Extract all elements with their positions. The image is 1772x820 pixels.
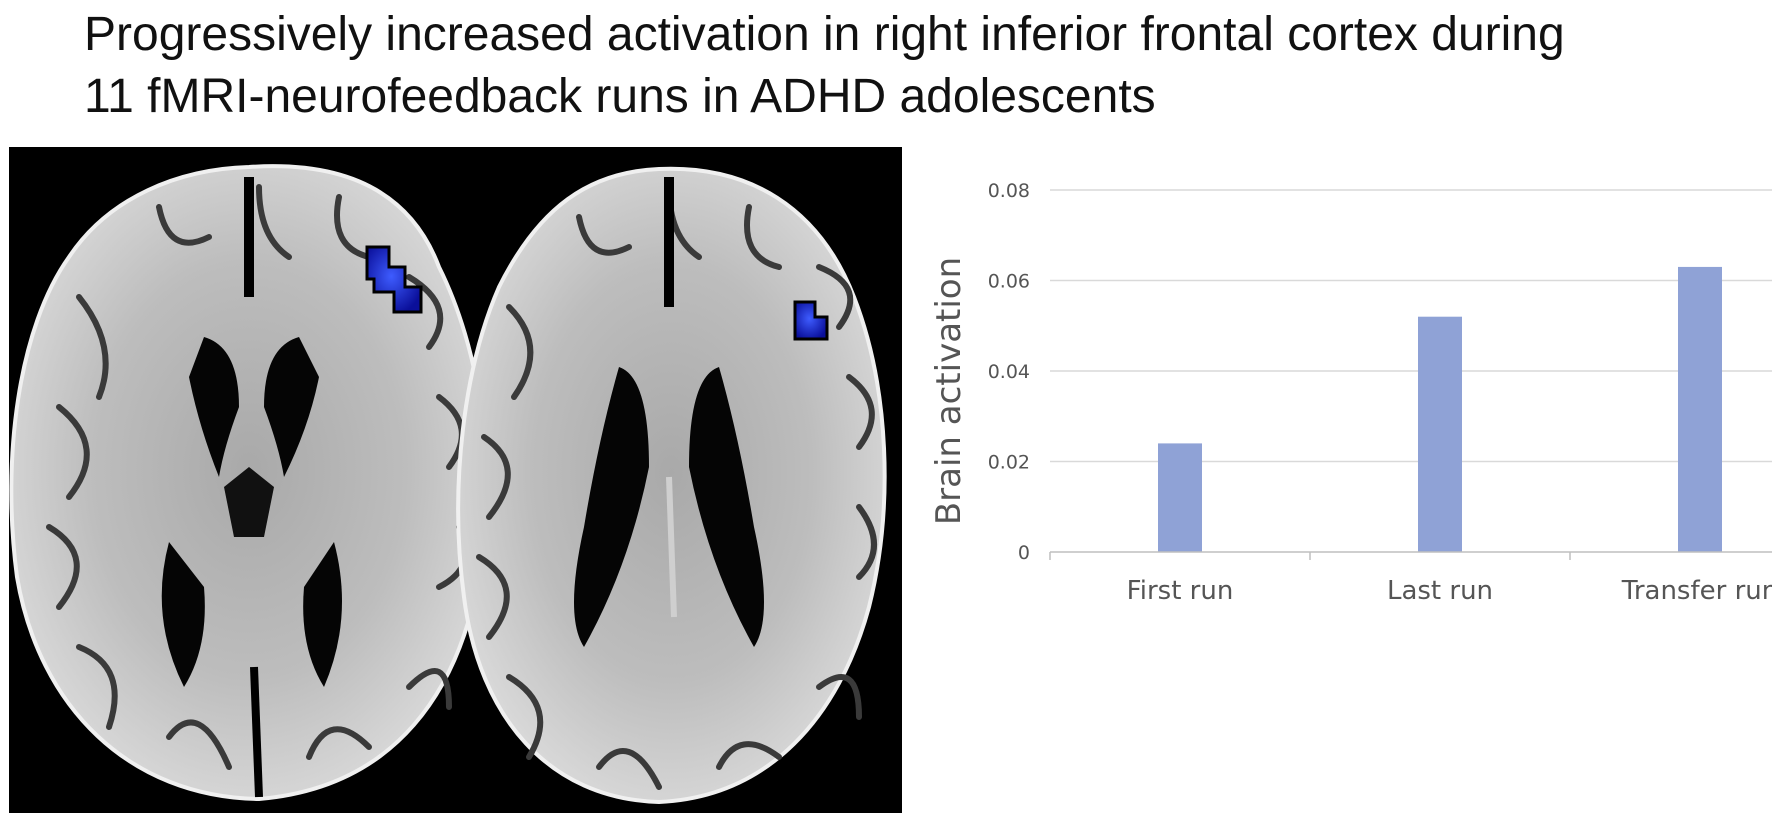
y-axis-title: Brain activation [929, 257, 969, 525]
bar [1158, 443, 1202, 552]
brain-slices-image [9, 164, 887, 805]
bar-chart-svg: 0 0.02 0.04 0.06 0.08 First run Last run Trans… [929, 180, 1772, 606]
y-tick-label: 0.02 [988, 452, 1030, 474]
title-line-1: Progressively increased activation in ri… [84, 8, 1565, 61]
y-tick-label: 0.08 [988, 180, 1030, 202]
brain-mri-panel [9, 147, 902, 813]
gridlines [1050, 189, 1772, 463]
activation-cluster-left [365, 245, 423, 314]
x-category-label: First run [1127, 576, 1234, 606]
x-category-labels: First run Last run Transfer run [1127, 576, 1772, 606]
y-tick-label: 0 [1018, 542, 1030, 564]
y-tick-label: 0.04 [988, 361, 1030, 383]
brain-slice-right [456, 166, 887, 805]
y-tick-label: 0.06 [988, 271, 1030, 293]
y-tick-labels: 0 0.02 0.04 0.06 0.08 [988, 180, 1030, 564]
activation-cluster-right [793, 300, 829, 341]
bar [1678, 266, 1722, 552]
page-title: Progressively increased activation in ri… [84, 4, 1744, 128]
x-category-label: Last run [1387, 576, 1493, 606]
bar-chart: 0 0.02 0.04 0.06 0.08 First run Last run Trans… [929, 180, 1772, 710]
brain-slice-left [9, 164, 489, 802]
x-category-label: Transfer run [1621, 576, 1772, 606]
bars [1158, 266, 1722, 552]
x-axis [1049, 551, 1772, 560]
bar [1418, 316, 1462, 552]
title-line-2: 11 fMRI-neurofeedback runs in ADHD adole… [84, 70, 1156, 123]
